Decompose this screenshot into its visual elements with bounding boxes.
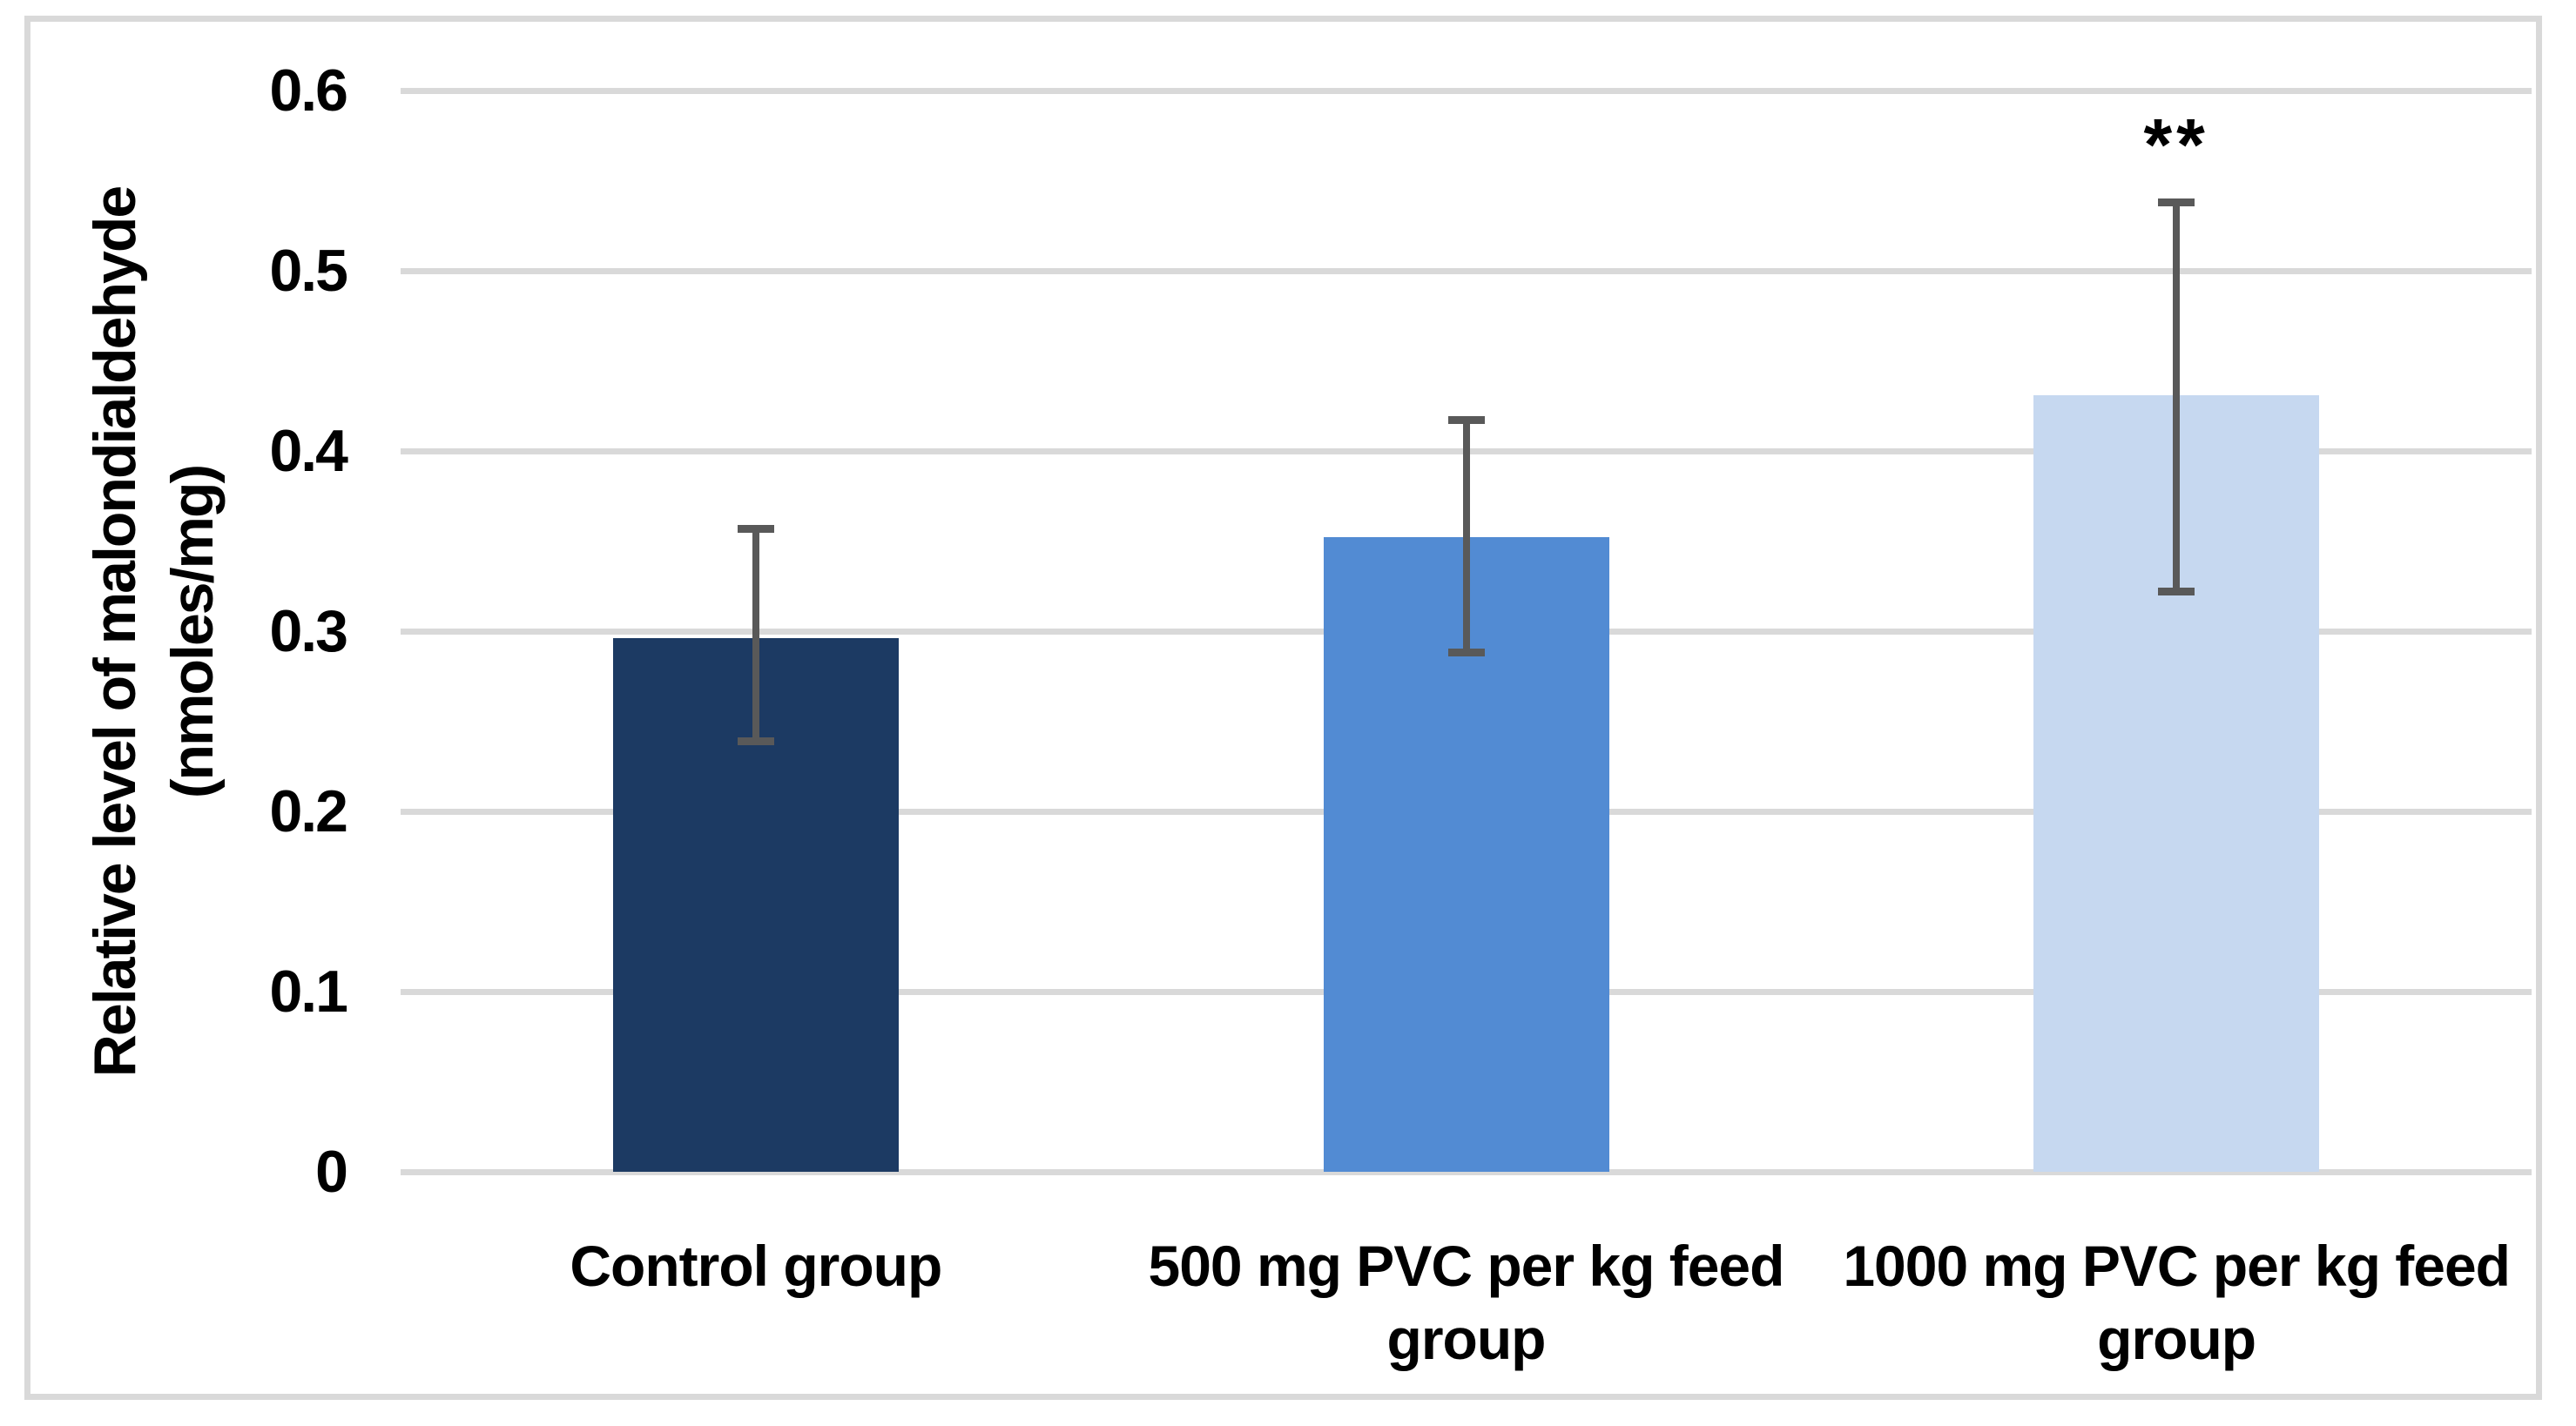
y-tick-label: 0 <box>315 1139 348 1205</box>
error-bar <box>752 528 759 742</box>
gridline-y-0.5 <box>401 267 2532 274</box>
gridline-y-0 <box>401 1168 2532 1175</box>
x-axis-category-label: 500 mg PVC per kg feed group <box>1148 1234 1785 1371</box>
error-bar-cap-bottom <box>737 737 774 745</box>
error-bar <box>2173 202 2181 592</box>
y-tick-label: 0.2 <box>269 778 348 844</box>
error-bar-cap-bottom <box>2158 587 2195 595</box>
y-tick-label: 0.5 <box>269 238 348 304</box>
y-tick-label: 0.6 <box>269 57 348 124</box>
significance-asterisks: ** <box>2143 104 2209 186</box>
y-tick-label: 0.4 <box>269 418 348 484</box>
x-axis-category-label: Control group <box>570 1234 942 1298</box>
gridline-y-0.6 <box>401 87 2532 94</box>
error-bar-cap-bottom <box>1447 649 1485 657</box>
error-bar-cap-top <box>2158 198 2195 206</box>
error-bar-cap-top <box>737 524 774 533</box>
y-tick-label: 0.3 <box>269 598 348 664</box>
x-axis-category-label: 1000 mg PVC per kg feed group <box>1843 1234 2511 1371</box>
error-bar <box>1462 420 1470 653</box>
error-bar-cap-top <box>1447 416 1485 425</box>
y-tick-label: 0.1 <box>269 959 348 1025</box>
